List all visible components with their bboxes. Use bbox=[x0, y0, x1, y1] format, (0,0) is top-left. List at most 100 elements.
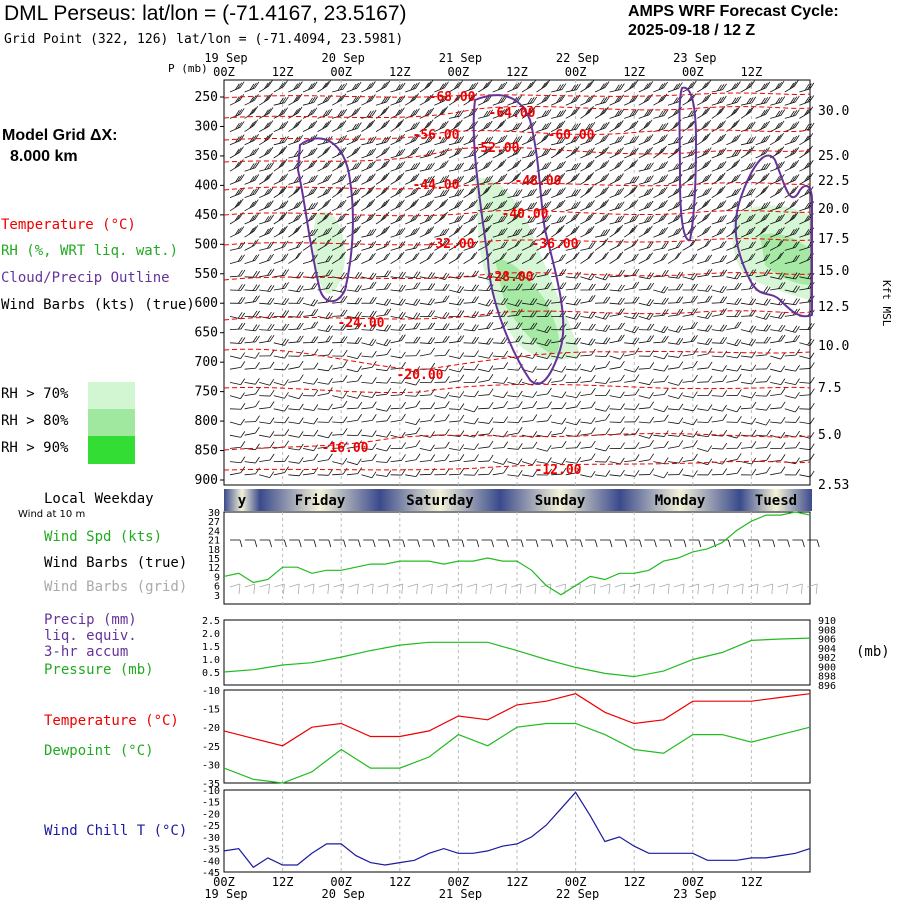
wind-barb bbox=[507, 470, 523, 477]
wind-barb bbox=[361, 160, 376, 172]
wind-barb bbox=[405, 298, 421, 306]
wind-barb bbox=[609, 201, 625, 212]
wind-barb bbox=[332, 159, 347, 172]
wind-barb bbox=[361, 148, 377, 159]
wind-barb bbox=[478, 309, 494, 317]
wind-barb bbox=[536, 93, 551, 106]
wind-barb bbox=[536, 414, 552, 423]
wind-barb bbox=[536, 147, 552, 159]
wind-barb bbox=[609, 391, 625, 399]
wind-barb bbox=[551, 441, 567, 449]
wind-barb bbox=[332, 239, 347, 251]
wind-barb bbox=[565, 363, 582, 371]
wind-barb bbox=[755, 96, 771, 106]
series-line bbox=[223, 637, 811, 678]
wind-barb bbox=[784, 199, 799, 212]
wind-barb bbox=[492, 159, 507, 172]
wind-barb bbox=[697, 284, 713, 292]
wind-barb bbox=[346, 322, 363, 330]
wind-barb bbox=[229, 312, 246, 320]
wind-barb bbox=[740, 338, 757, 346]
rh-legend: RH (%, WRT liq. wat.) bbox=[1, 243, 179, 259]
wind-barb bbox=[653, 352, 669, 360]
wind-barb bbox=[521, 227, 537, 238]
wind-barb bbox=[551, 199, 566, 212]
wind-barb bbox=[346, 337, 363, 344]
wind-barb bbox=[624, 337, 640, 345]
wind-barb bbox=[229, 198, 244, 212]
precip-label-3: 3-hr accum bbox=[44, 644, 129, 660]
wind-barb bbox=[697, 324, 713, 332]
wind-barb bbox=[565, 188, 581, 198]
wind-barb-grid bbox=[371, 583, 374, 595]
wind-barb bbox=[302, 362, 319, 370]
wind-barb bbox=[711, 404, 727, 412]
wind-barb bbox=[521, 310, 538, 318]
wind-barb bbox=[259, 361, 275, 370]
wind-barb bbox=[448, 80, 463, 93]
wind-barb bbox=[740, 121, 756, 132]
wind-barb bbox=[521, 80, 536, 93]
wind-barb bbox=[770, 282, 786, 291]
wind-barb-true bbox=[417, 539, 420, 548]
rh80-swatch bbox=[88, 409, 135, 436]
cloud-legend: Cloud/Precip Outline bbox=[1, 270, 170, 286]
rh70-area bbox=[475, 178, 580, 360]
wind-barb bbox=[755, 336, 771, 344]
panel-ytick: -45 bbox=[202, 868, 220, 879]
wind-barb-grid bbox=[445, 583, 448, 595]
wind-barb bbox=[609, 284, 625, 292]
panel-ytick: -25 bbox=[202, 742, 220, 753]
wind-barb bbox=[375, 172, 390, 185]
wind-barb bbox=[565, 376, 582, 384]
wind-speed-label: Wind Spd (kts) bbox=[44, 529, 163, 545]
wind-barb bbox=[273, 363, 290, 371]
wind-barb bbox=[609, 251, 624, 264]
wind-barb bbox=[273, 145, 288, 159]
wind-barb-true bbox=[683, 539, 687, 548]
wind-barb bbox=[448, 444, 465, 451]
wind-barb bbox=[580, 241, 596, 251]
weekday-name: Monday bbox=[655, 493, 706, 509]
wind-barb bbox=[653, 405, 669, 413]
wind-barb bbox=[711, 185, 726, 198]
wind-barb bbox=[317, 160, 332, 172]
wind-barb bbox=[405, 389, 421, 397]
wind-barb bbox=[448, 147, 464, 159]
wind-barb bbox=[273, 107, 289, 119]
wind-barb bbox=[580, 147, 595, 159]
wind-barb bbox=[755, 389, 771, 397]
wind-barb bbox=[638, 432, 654, 439]
panel-ytick: 30 bbox=[208, 508, 220, 519]
wind-barb bbox=[638, 162, 654, 172]
wind-barb bbox=[405, 252, 420, 264]
wind-barb bbox=[565, 172, 580, 185]
wind-barb bbox=[667, 351, 684, 358]
wind-barb bbox=[755, 212, 770, 225]
wind-barb bbox=[726, 282, 742, 291]
kft-tick-label: 12.5 bbox=[818, 300, 849, 315]
wind-barb-grid bbox=[534, 583, 537, 595]
wind-barb bbox=[638, 416, 655, 424]
wind-barb bbox=[244, 174, 260, 185]
wind-barb bbox=[273, 96, 289, 106]
wind-barb bbox=[784, 160, 799, 172]
wind-barb bbox=[638, 119, 653, 132]
top-hour-label: 00Z bbox=[213, 65, 235, 79]
wind-barb bbox=[317, 120, 332, 132]
wind-barb bbox=[244, 400, 260, 410]
wind-barb bbox=[755, 185, 770, 198]
wind-barb bbox=[667, 308, 684, 317]
wind-barb bbox=[653, 186, 668, 198]
wind-barb bbox=[799, 338, 815, 347]
wind-barb bbox=[448, 403, 465, 410]
wind-barb bbox=[405, 121, 420, 132]
wind-barb bbox=[799, 417, 815, 425]
wind-barb bbox=[624, 214, 639, 225]
top-hour-label: 12Z bbox=[272, 65, 294, 79]
wind-barb-grid bbox=[741, 583, 744, 595]
kft-axis-label: Kft MSL bbox=[880, 280, 893, 327]
wind-barb bbox=[244, 387, 260, 396]
panel-ytick: 27 bbox=[208, 517, 220, 528]
wind-barb-grid bbox=[244, 583, 255, 588]
